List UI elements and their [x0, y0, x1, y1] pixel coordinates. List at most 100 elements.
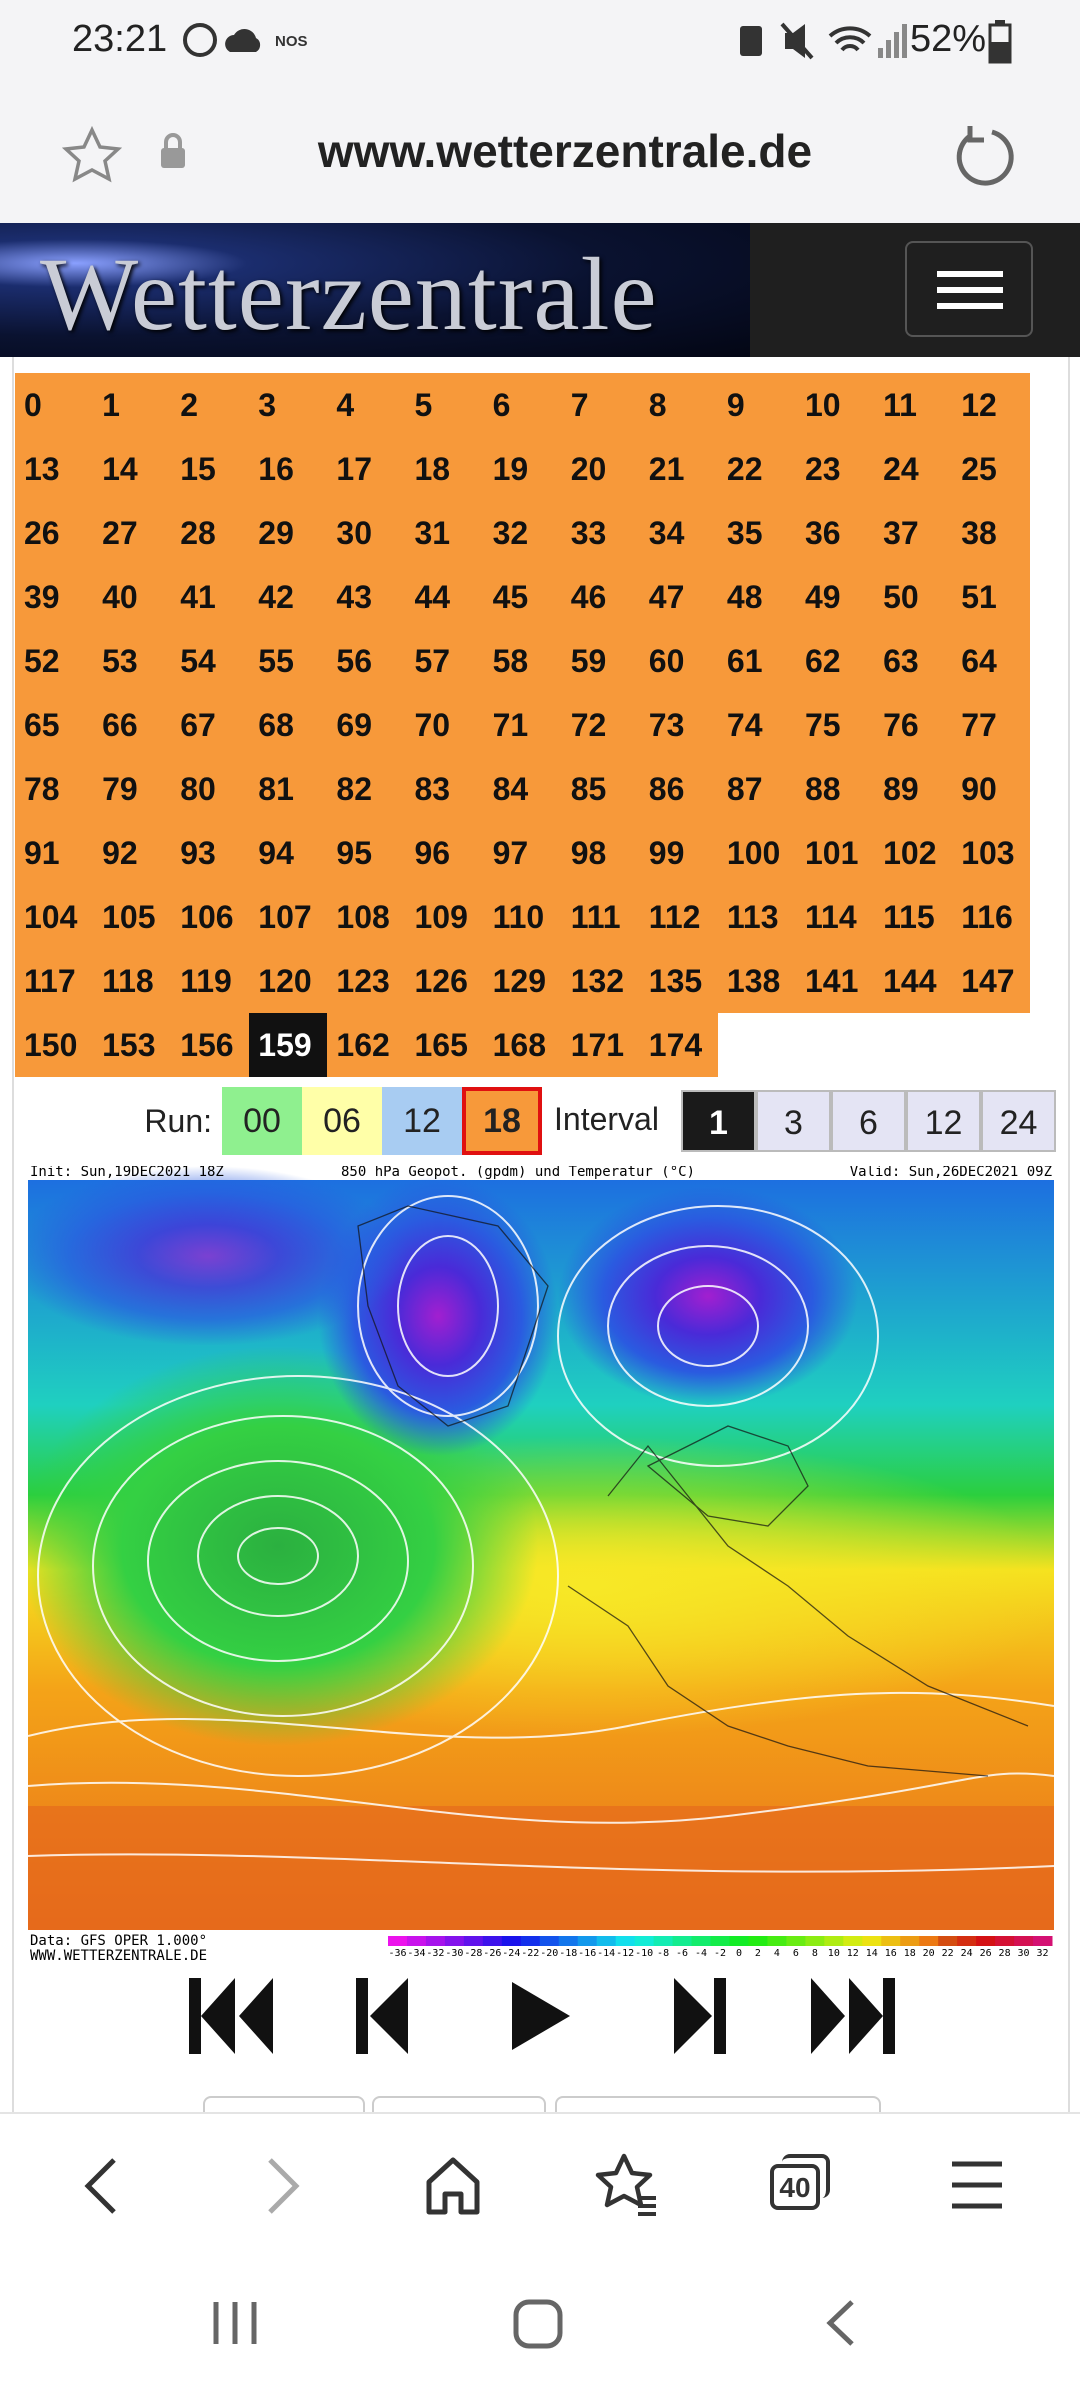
hour-cell[interactable]: 68 — [249, 693, 328, 757]
hour-cell[interactable]: 29 — [249, 501, 328, 565]
hour-cell[interactable]: 106 — [171, 885, 250, 949]
hour-cell[interactable]: 79 — [93, 757, 172, 821]
hour-cell[interactable]: 92 — [93, 821, 172, 885]
hour-cell[interactable]: 2 — [171, 373, 250, 437]
hour-cell[interactable]: 46 — [561, 565, 640, 629]
hour-cell[interactable]: 45 — [483, 565, 562, 629]
hour-cell[interactable]: 3 — [249, 373, 328, 437]
run-option[interactable]: 00 — [222, 1087, 302, 1155]
hour-cell[interactable]: 104 — [15, 885, 94, 949]
hour-cell[interactable]: 100 — [717, 821, 797, 885]
previous-frame-button[interactable] — [352, 1974, 412, 2060]
hour-cell[interactable]: 20 — [561, 437, 640, 501]
hour-cell[interactable]: 4 — [327, 373, 406, 437]
hour-cell[interactable]: 96 — [405, 821, 484, 885]
hour-cell[interactable]: 26 — [15, 501, 94, 565]
hour-cell[interactable]: 103 — [952, 821, 1031, 885]
hour-cell[interactable]: 101 — [796, 821, 875, 885]
interval-option[interactable]: 1 — [681, 1090, 756, 1152]
hour-cell[interactable]: 156 — [171, 1013, 250, 1077]
hour-cell[interactable]: 37 — [874, 501, 953, 565]
hour-cell[interactable]: 112 — [639, 885, 718, 949]
hour-cell[interactable]: 86 — [639, 757, 718, 821]
hour-cell[interactable]: 43 — [327, 565, 406, 629]
hour-cell[interactable]: 7 — [561, 373, 640, 437]
run-option[interactable]: 06 — [302, 1087, 382, 1155]
interval-option[interactable]: 24 — [981, 1090, 1056, 1152]
hour-cell[interactable]: 78 — [15, 757, 94, 821]
hour-cell[interactable]: 102 — [874, 821, 953, 885]
hour-cell[interactable]: 91 — [15, 821, 94, 885]
run-option[interactable]: 12 — [382, 1087, 462, 1155]
hour-cell[interactable]: 42 — [249, 565, 328, 629]
hour-cell[interactable]: 24 — [874, 437, 953, 501]
forward-button[interactable] — [258, 2156, 308, 2216]
reload-button[interactable] — [950, 122, 1020, 192]
hour-cell[interactable]: 168 — [483, 1013, 562, 1077]
first-frame-button[interactable] — [185, 1974, 281, 2060]
hour-cell[interactable]: 66 — [93, 693, 172, 757]
hour-cell[interactable]: 64 — [952, 629, 1031, 693]
hour-cell[interactable]: 67 — [171, 693, 250, 757]
hour-cell[interactable]: 74 — [717, 693, 797, 757]
hour-cell[interactable]: 39 — [15, 565, 94, 629]
hour-cell[interactable]: 19 — [483, 437, 562, 501]
hour-cell[interactable]: 5 — [405, 373, 484, 437]
hour-cell[interactable]: 33 — [561, 501, 640, 565]
hour-cell[interactable]: 97 — [483, 821, 562, 885]
back-button[interactable] — [78, 2156, 128, 2216]
hour-cell[interactable]: 119 — [171, 949, 250, 1013]
hour-cell[interactable]: 30 — [327, 501, 406, 565]
hour-cell[interactable]: 80 — [171, 757, 250, 821]
hour-cell[interactable]: 21 — [639, 437, 718, 501]
hour-cell[interactable]: 56 — [327, 629, 406, 693]
hour-cell[interactable]: 84 — [483, 757, 562, 821]
home-button[interactable] — [423, 2154, 483, 2218]
hour-cell[interactable]: 109 — [405, 885, 484, 949]
hour-cell[interactable]: 89 — [874, 757, 953, 821]
hour-cell[interactable]: 48 — [717, 565, 797, 629]
hour-cell[interactable]: 63 — [874, 629, 953, 693]
hour-cell[interactable]: 71 — [483, 693, 562, 757]
recents-button[interactable] — [210, 2300, 260, 2346]
hour-cell[interactable]: 38 — [952, 501, 1031, 565]
hour-cell[interactable]: 27 — [93, 501, 172, 565]
hour-cell[interactable]: 58 — [483, 629, 562, 693]
hour-cell[interactable]: 116 — [952, 885, 1031, 949]
hour-cell[interactable]: 114 — [796, 885, 875, 949]
hour-cell[interactable]: 69 — [327, 693, 406, 757]
hour-cell[interactable]: 126 — [405, 949, 484, 1013]
hour-cell[interactable]: 165 — [405, 1013, 484, 1077]
hour-cell[interactable]: 22 — [717, 437, 797, 501]
url[interactable]: www.wetterzentrale.de — [317, 125, 813, 177]
run-option[interactable]: 18 — [462, 1087, 542, 1155]
hour-cell[interactable]: 144 — [874, 949, 953, 1013]
hour-cell[interactable]: 59 — [561, 629, 640, 693]
hour-cell[interactable]: 54 — [171, 629, 250, 693]
hour-cell[interactable]: 70 — [405, 693, 484, 757]
hour-cell[interactable]: 14 — [93, 437, 172, 501]
hour-cell[interactable]: 81 — [249, 757, 328, 821]
hour-cell[interactable]: 9 — [717, 373, 797, 437]
hour-cell[interactable]: 162 — [327, 1013, 406, 1077]
hour-cell[interactable]: 75 — [796, 693, 875, 757]
play-button[interactable] — [508, 1974, 574, 2060]
hour-cell[interactable]: 15 — [171, 437, 250, 501]
hour-cell[interactable]: 62 — [796, 629, 875, 693]
hour-cell[interactable]: 61 — [717, 629, 797, 693]
hour-cell[interactable]: 65 — [15, 693, 94, 757]
hour-cell[interactable]: 76 — [874, 693, 953, 757]
hour-cell[interactable]: 50 — [874, 565, 953, 629]
hour-cell[interactable]: 110 — [483, 885, 562, 949]
hour-cell[interactable]: 8 — [639, 373, 718, 437]
hour-cell[interactable]: 174 — [639, 1013, 718, 1077]
hour-cell[interactable]: 135 — [639, 949, 718, 1013]
hour-cell[interactable]: 132 — [561, 949, 640, 1013]
tabs-button[interactable]: 40 — [770, 2154, 832, 2210]
hour-cell[interactable]: 105 — [93, 885, 172, 949]
hour-cell[interactable]: 85 — [561, 757, 640, 821]
hour-cell[interactable]: 107 — [249, 885, 328, 949]
hour-cell[interactable]: 52 — [15, 629, 94, 693]
hour-cell[interactable]: 147 — [952, 949, 1031, 1013]
hour-cell[interactable]: 98 — [561, 821, 640, 885]
